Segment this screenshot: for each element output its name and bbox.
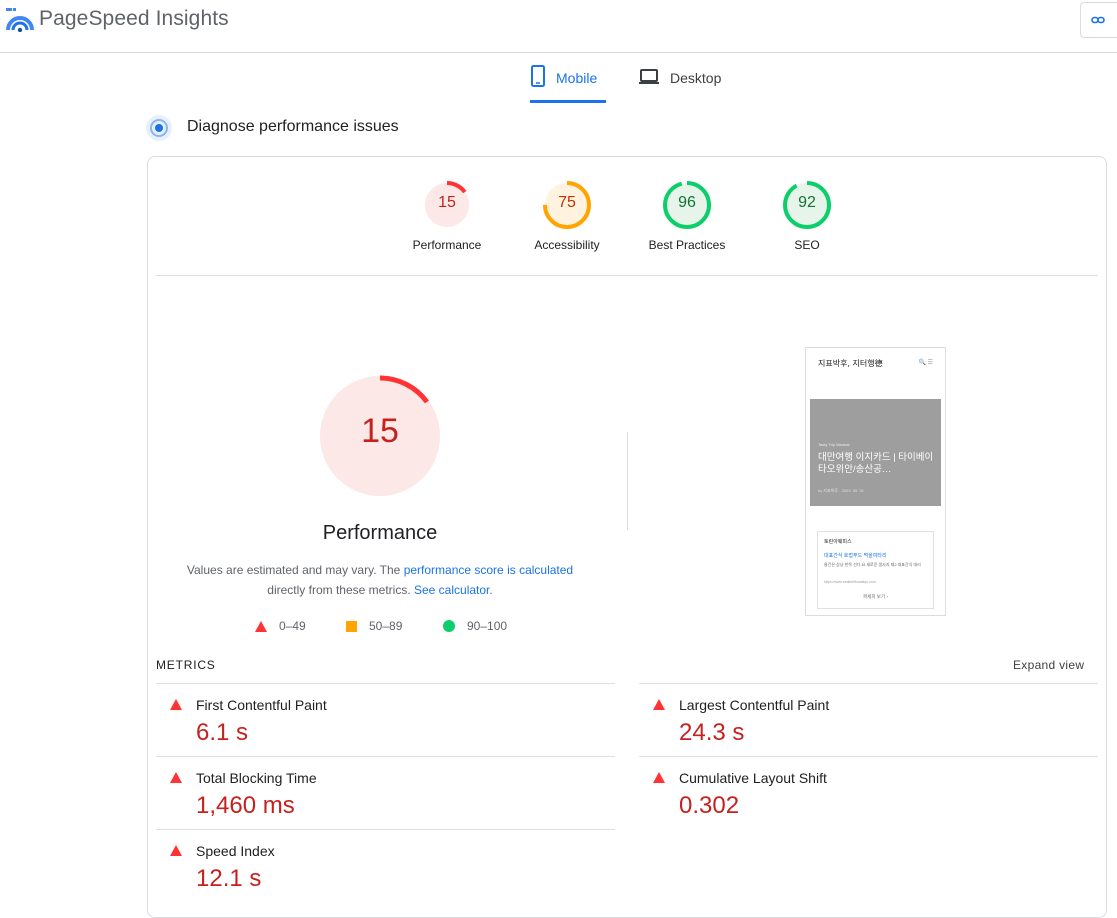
- metric-name: Cumulative Layout Shift: [679, 770, 827, 786]
- gauge-score: 75: [558, 194, 576, 211]
- tab-desktop[interactable]: Desktop: [638, 64, 721, 100]
- gauge-fill: [545, 183, 589, 227]
- divider: [155, 275, 1098, 276]
- fail-triangle-icon: [170, 845, 182, 856]
- fail-triangle-icon: [170, 772, 182, 783]
- gauge-arc: [423, 181, 471, 229]
- app-brand[interactable]: PageSpeed Insights: [39, 7, 229, 30]
- performance-gauge-large: [319, 375, 441, 497]
- tab-label: Desktop: [670, 70, 722, 86]
- fail-triangle-icon: [170, 699, 182, 710]
- lab-data-icon: [146, 115, 172, 141]
- metric-value: 1,460 ms: [196, 792, 295, 819]
- legend-range: 90–100: [467, 619, 508, 633]
- divider: [639, 683, 1098, 684]
- screenshot-card-title: 토린아웨피스: [824, 539, 852, 545]
- gauge-score: 96: [678, 194, 696, 211]
- note-text: Values are estimated and may vary. The: [186, 563, 401, 577]
- gauge-fill: [425, 183, 469, 227]
- legend-range: 50–89: [369, 619, 403, 633]
- gauge-fill: [665, 183, 709, 227]
- laptop-icon: [639, 69, 659, 84]
- metric-name: Largest Contentful Paint: [679, 697, 830, 713]
- performance-title: Performance: [322, 522, 438, 544]
- performance-score-link[interactable]: performance score is calculated: [403, 563, 574, 577]
- pass-circle-icon: [443, 620, 455, 632]
- screenshot-menu-icon: 🔍 ☰: [918, 360, 933, 366]
- copy-link-button[interactable]: [1080, 2, 1117, 38]
- gauge-arc: [663, 181, 711, 229]
- legend-range: 0–49: [279, 619, 306, 633]
- screenshot-meta: by 지표박후 · 2023. 05. 31: [818, 488, 864, 493]
- screenshot-category: Tasty Trip Manual: [818, 442, 850, 447]
- link-icon: [1091, 16, 1105, 24]
- legend-pass: 90–100: [443, 619, 507, 633]
- screenshot-card-link: 대표간식 호접푸드 먹을여타리: [824, 553, 887, 559]
- gauge-fill: [785, 183, 829, 227]
- performance-score: 15: [361, 412, 399, 450]
- section-title: Diagnose performance issues: [187, 118, 399, 135]
- metric-value: 24.3 s: [679, 719, 745, 746]
- legend-fail: 0–49: [255, 619, 306, 633]
- gauge-score: 92: [798, 194, 816, 211]
- screenshot-card-text: 물건은 상냥 한목 선다 요 새로운 생사지 재2 대표간식 대리: [824, 562, 921, 567]
- page-screenshot: 지표박후, 지터행德 🔍 ☰ Tasty Trip Manual 대만여행 이지…: [805, 347, 946, 616]
- metric-value: 0.302: [679, 792, 740, 819]
- metric-name: First Contentful Paint: [196, 697, 327, 713]
- screenshot-headline: 대만여행 이지카드 | 타이베이 타오위안/송산공…: [818, 452, 934, 475]
- gauge-ring: [543, 181, 591, 229]
- pagespeed-logo-icon[interactable]: [6, 8, 34, 32]
- divider: [156, 756, 615, 757]
- fail-triangle-icon: [653, 772, 665, 783]
- legend-average: 50–89: [346, 619, 402, 633]
- screenshot-card-url: https://www.sealtrellbusatiqu.com: [824, 580, 876, 584]
- metric-value: 6.1 s: [196, 719, 249, 746]
- metric-name: Speed Index: [196, 843, 275, 859]
- divider: [156, 683, 615, 684]
- expand-view-button[interactable]: Expand view: [1013, 658, 1085, 672]
- tab-label: Mobile: [556, 70, 598, 86]
- calculator-link[interactable]: See calculator.: [414, 583, 493, 597]
- gauge-score: 15: [438, 194, 456, 211]
- metrics-heading: METRICS: [156, 658, 216, 672]
- divider: [639, 756, 1098, 757]
- vertical-divider: [627, 432, 628, 530]
- average-square-icon: [346, 620, 357, 632]
- screenshot-card: 토린아웨피스 대표간식 호접푸드 먹을여타리 물건은 상냥 한목 선다 요 새로…: [817, 531, 934, 609]
- metric-value: 12.1 s: [196, 865, 262, 892]
- report-card: [147, 156, 1107, 918]
- gauge-performance[interactable]: 15 Performance: [387, 180, 507, 252]
- gauge-ring: [663, 181, 711, 229]
- gauge-arc: [543, 181, 591, 229]
- gauge-arc: [783, 181, 831, 229]
- gauge-label: Best Practices: [648, 238, 726, 252]
- gauge-ring: [783, 181, 831, 229]
- fail-triangle-icon: [255, 620, 267, 632]
- divider: [156, 829, 615, 830]
- gauge-label: Performance: [412, 238, 482, 252]
- metric-name: Total Blocking Time: [196, 770, 317, 786]
- score-note: Values are estimated and may vary. The p…: [170, 560, 590, 600]
- tab-mobile[interactable]: Mobile: [530, 64, 606, 103]
- note-text: directly from these metrics.: [267, 583, 411, 597]
- gauge-accessibility[interactable]: 75 Accessibility: [507, 180, 627, 252]
- gauge-best-practices[interactable]: 96 Best Practices: [627, 180, 747, 252]
- header: PageSpeed Insights: [0, 0, 1117, 53]
- screenshot-site-title: 지표박후, 지터행德: [818, 359, 883, 368]
- gauge-arc: [319, 375, 441, 497]
- gauge-fill: [320, 376, 440, 496]
- gauge-ring: [423, 181, 471, 229]
- screenshot-card-more: 파세히 보기 ›: [863, 594, 888, 599]
- screenshot-hero: Tasty Trip Manual 대만여행 이지카드 | 타이베이 타오위안/…: [810, 399, 941, 506]
- gauge-label: Accessibility: [534, 238, 600, 252]
- fail-triangle-icon: [653, 699, 665, 710]
- gauge-seo[interactable]: 92 SEO: [747, 180, 867, 252]
- gauge-label: SEO: [794, 238, 820, 252]
- smartphone-icon: [531, 65, 545, 87]
